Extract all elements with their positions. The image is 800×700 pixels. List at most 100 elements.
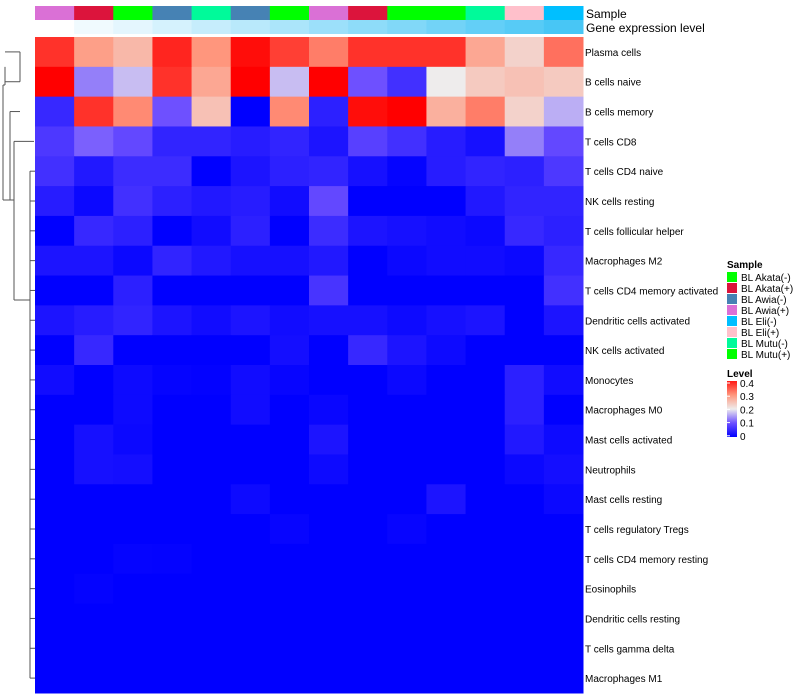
heatmap-cell [152,305,193,336]
heatmap-cell [74,603,114,634]
heatmap-cell [348,484,388,515]
heatmap-cell [269,633,310,664]
heatmap-cell [74,66,114,98]
gene-expression-annotation-cell [348,20,388,34]
heatmap-cell [309,394,349,426]
heatmap-cell [269,424,310,455]
heatmap-cell [35,514,75,545]
heatmap-cell [426,215,467,247]
heatmap-cell [465,275,506,306]
heatmap-cell [426,186,467,217]
row-label: B cells memory [585,108,653,119]
heatmap-cell [113,37,153,68]
heatmap-cell [348,245,388,277]
heatmap-cell [230,96,271,127]
heatmap-cell [348,543,388,575]
heatmap-cell [465,603,506,634]
heatmap-cell [269,573,310,605]
heatmap-cell [543,186,584,217]
heatmap-cell [74,37,114,68]
heatmap-cell [152,215,193,247]
heatmap-cell [269,37,310,68]
heatmap-cell [74,335,114,366]
sample-annotation-label: Sample [586,7,627,21]
heatmap-cell [387,424,427,455]
row-label: T cells follicular helper [585,227,684,238]
heatmap-cell [426,663,467,694]
heatmap-cell [74,156,114,187]
heatmap-cell [426,573,467,605]
heatmap-cell [309,66,349,98]
heatmap-cell [504,245,545,277]
level-legend-tick: 0 [740,432,746,443]
heatmap-cell [387,394,427,426]
heatmap-cell [504,603,545,634]
heatmap-cell [309,96,349,127]
heatmap-cell [191,424,232,455]
sample-legend-swatch [727,338,737,348]
heatmap-cell [152,394,193,426]
heatmap-cell [152,186,193,217]
heatmap-cell [465,96,506,127]
heatmap-cell [465,454,506,485]
heatmap-cell [426,96,467,127]
heatmap-cell [230,365,271,396]
heatmap-cell [74,275,114,306]
heatmap-cell [426,156,467,187]
heatmap-cell [309,275,349,306]
heatmap-cell [230,126,271,157]
heatmap-cell [348,633,388,664]
heatmap-cell [309,424,349,455]
heatmap-cell [504,66,545,98]
heatmap-cell [152,484,193,515]
sample-annotation-cell [465,6,506,20]
heatmap-cell [465,335,506,366]
heatmap-cell [74,96,114,127]
heatmap-cell [309,603,349,634]
heatmap-cell [152,454,193,485]
heatmap-cell [269,454,310,485]
heatmap-cell [387,663,427,694]
heatmap-cell [152,603,193,634]
heatmap-cell [152,245,193,277]
heatmap-cell [309,215,349,247]
heatmap-cell [465,573,506,605]
heatmap-cell [387,275,427,306]
heatmap-cell [74,126,114,157]
heatmap-cell [348,156,388,187]
heatmap-cell [348,335,388,366]
heatmap-cell [230,663,271,694]
gene-expression-annotation-label: Gene expression level [586,21,705,35]
heatmap-cell [309,543,349,575]
sample-annotation-cell [269,6,310,20]
heatmap-cell [348,573,388,605]
heatmap-cell [152,275,193,306]
heatmap-cell [191,305,232,336]
heatmap-cell [387,603,427,634]
heatmap-cell [191,663,232,694]
heatmap-cell [230,394,271,426]
heatmap-cell [35,424,75,455]
heatmap-cell [543,305,584,336]
level-legend-tick: 0.3 [740,392,754,403]
heatmap-cell [309,126,349,157]
heatmap-cell [387,66,427,98]
heatmap-cell [426,424,467,455]
heatmap-cell [348,275,388,306]
heatmap-cell [35,126,75,157]
heatmap-cell [465,365,506,396]
heatmap-cell [504,215,545,247]
heatmap-cell [504,335,545,366]
heatmap-cell [543,156,584,187]
sample-legend-swatch [727,349,737,359]
heatmap-cell [269,275,310,306]
heatmap-cell [35,543,75,575]
heatmap-cell [309,454,349,485]
heatmap-cell [309,156,349,187]
heatmap-cell [35,573,75,605]
heatmap-cell [465,305,506,336]
heatmap-cell [348,365,388,396]
heatmap-cell [35,186,75,217]
heatmap-cell [113,633,153,664]
row-label: T cells CD4 memory activated [585,286,718,297]
